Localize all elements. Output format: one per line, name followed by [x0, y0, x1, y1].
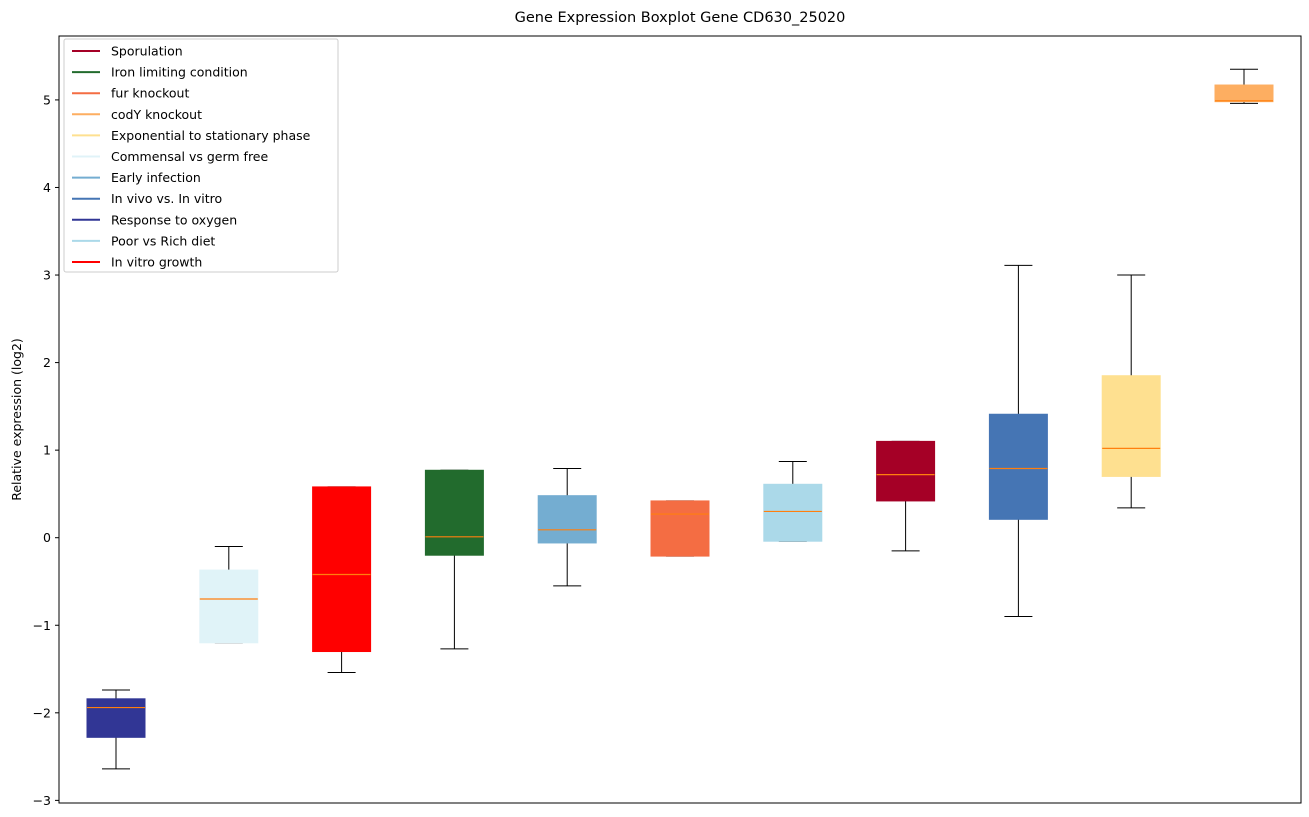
y-tick-label: 2	[43, 355, 51, 370]
box-poor-vs-rich-diet	[763, 461, 823, 542]
y-tick-label: 3	[43, 268, 51, 283]
legend-label: Iron limiting condition	[111, 65, 248, 80]
box-body	[988, 413, 1048, 520]
box-body	[199, 569, 259, 644]
y-tick-label: 1	[43, 443, 51, 458]
y-tick-label: −2	[33, 705, 51, 720]
y-tick-label: 5	[43, 92, 51, 107]
box-commensal-vs-germ-free	[199, 545, 259, 644]
legend-label: Exponential to stationary phase	[111, 128, 311, 143]
box-cody-knockout	[1214, 68, 1274, 104]
box-body	[424, 469, 484, 556]
box-in-vitro-growth	[312, 486, 372, 674]
box-exponential-to-stationary-phase	[1101, 274, 1161, 509]
boxes-layer	[86, 68, 1274, 770]
legend-label: Sporulation	[111, 44, 183, 59]
legend-label: Commensal vs germ free	[111, 149, 268, 164]
legend-box	[63, 38, 339, 273]
y-tick-label: 4	[43, 180, 51, 195]
y-axis-label: Relative expression (log2)	[9, 338, 24, 501]
legend-label: Response to oxygen	[111, 212, 237, 227]
legend-label: In vitro growth	[111, 255, 202, 270]
y-tick-label: −3	[33, 793, 51, 808]
box-body	[876, 440, 936, 502]
box-body	[1101, 375, 1161, 477]
legend-label: In vivo vs. In vitro	[111, 191, 222, 206]
box-body	[537, 495, 597, 544]
box-in-vivo-vs-in-vitro	[988, 264, 1048, 618]
box-body	[650, 500, 710, 557]
y-tick-label: 0	[43, 530, 51, 545]
box-body	[312, 486, 372, 653]
box-body	[86, 698, 146, 738]
box-body	[763, 483, 823, 542]
legend-label: Early infection	[111, 170, 201, 185]
box-early-infection	[537, 468, 597, 587]
y-axis: −3 −2 −1 0 1 2 3 4 5	[33, 92, 59, 808]
y-tick-label: −1	[33, 618, 51, 633]
plot-frame	[58, 35, 1302, 804]
box-body	[1214, 84, 1274, 103]
box-fur-knockout	[650, 500, 710, 557]
box-iron-limiting-condition	[424, 469, 484, 650]
chart-title: Gene Expression Boxplot Gene CD630_25020	[515, 10, 846, 26]
box-response-to-oxygen	[86, 689, 146, 770]
legend-label: fur knockout	[111, 86, 189, 101]
legend-label: codY knockout	[111, 107, 202, 122]
legend-label: Poor vs Rich diet	[111, 233, 215, 248]
legend: Sporulation Iron limiting condition fur kn…	[63, 38, 339, 273]
box-sporulation	[876, 440, 936, 552]
